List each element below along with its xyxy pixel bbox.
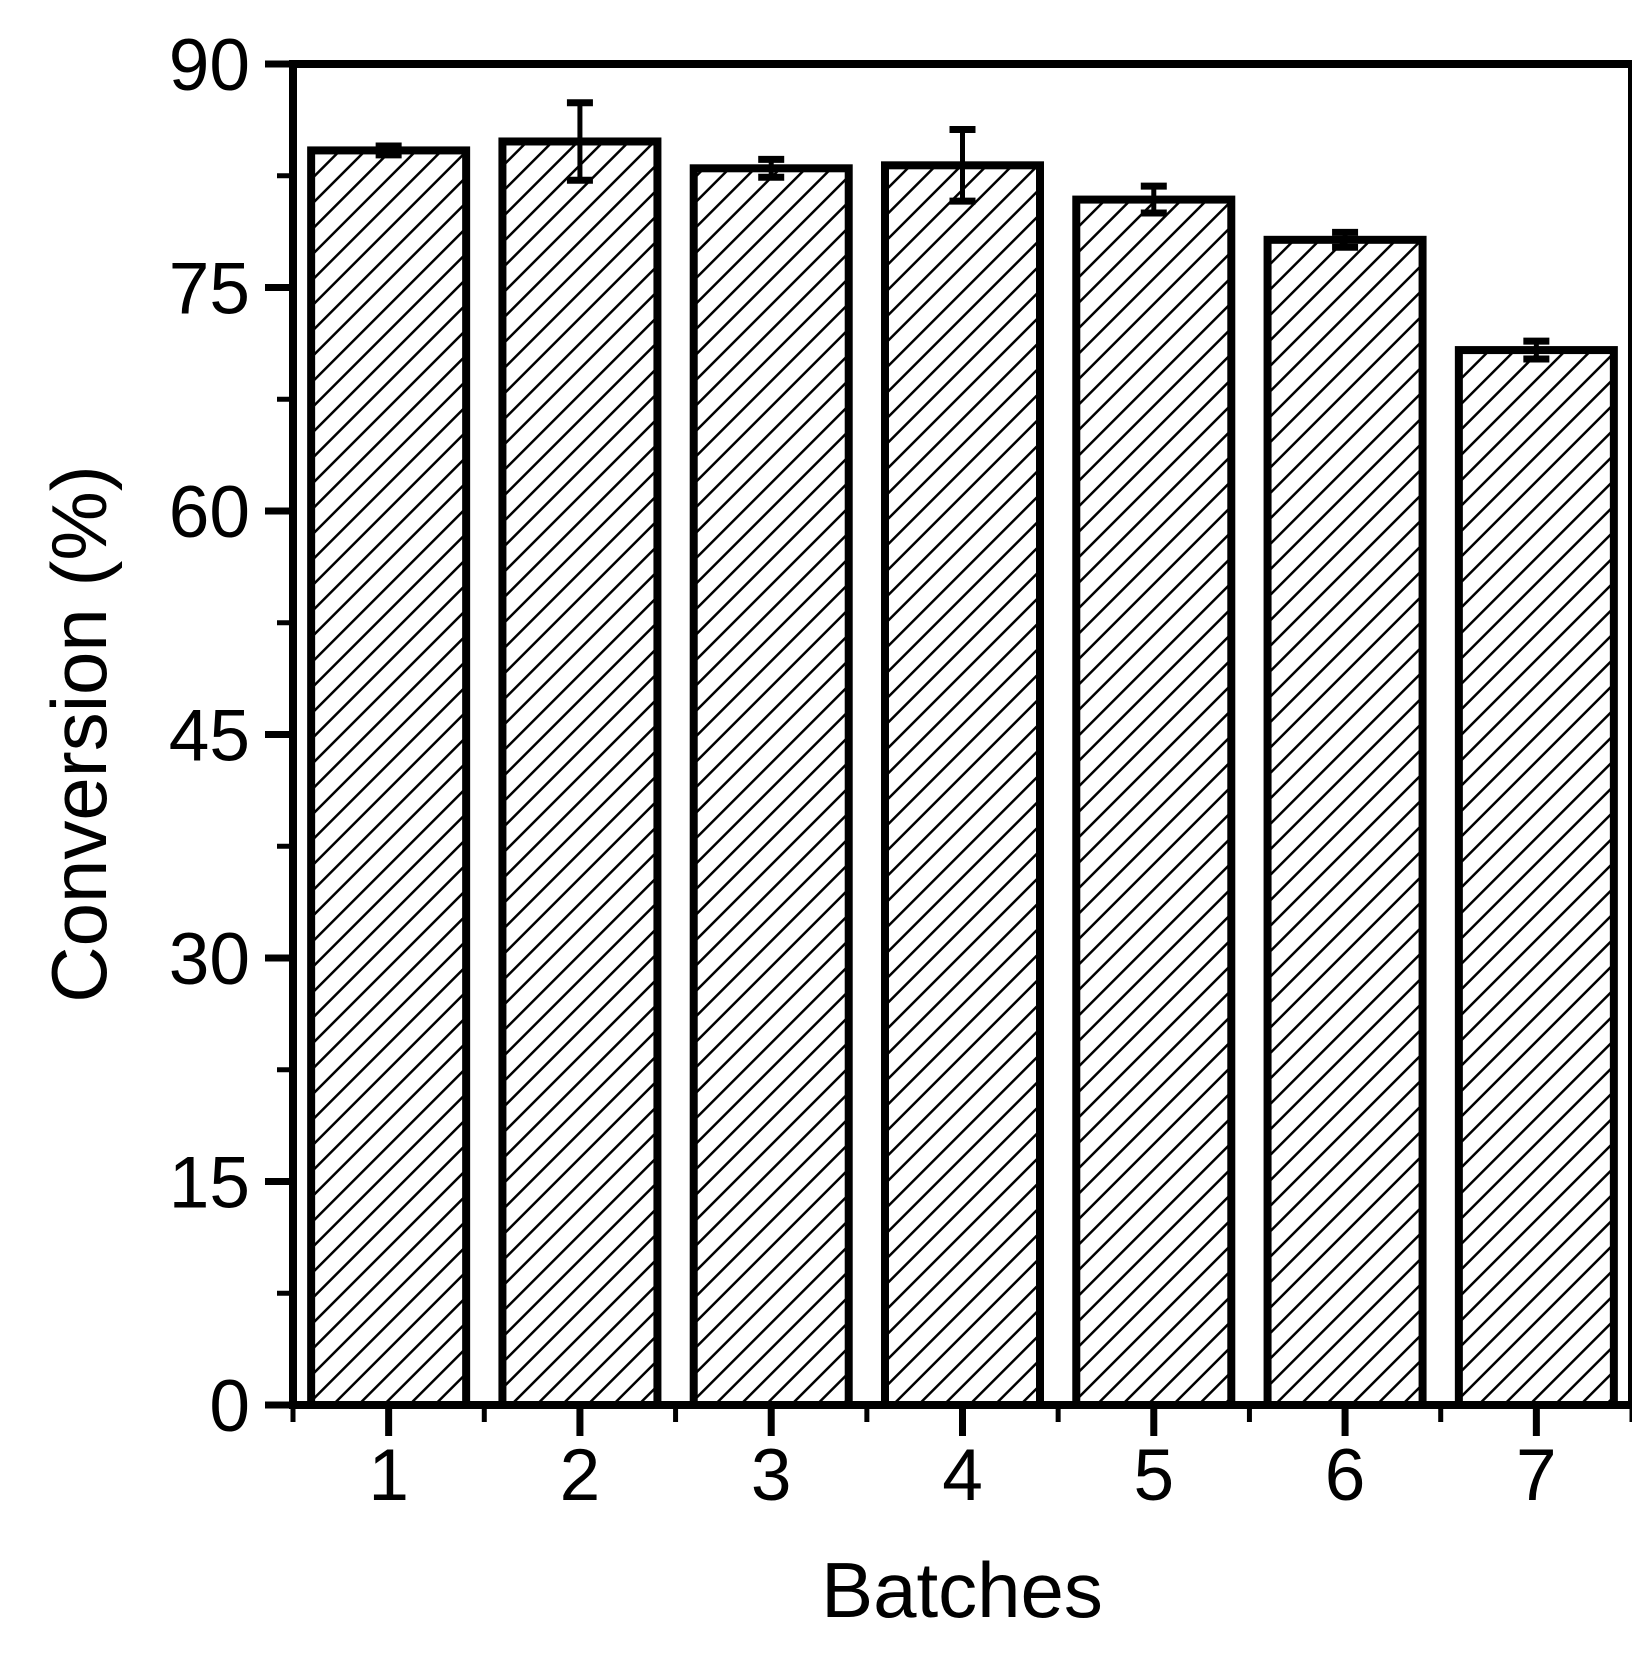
x-tick-label: 2 [560,1435,601,1516]
error-bar-batch-7 [1523,337,1550,363]
bar-batch-5 [1072,195,1236,1410]
x-tick-label: 4 [942,1435,983,1516]
bar-batch-3 [689,164,853,1409]
error-bar-batch-4 [949,126,976,205]
x-tick-label: 1 [368,1435,409,1516]
error-bar-batch-2 [566,99,593,184]
y-tick-label: 45 [169,696,250,777]
y-axis-title: Conversion (%) [40,465,123,1003]
bar-batch-1 [307,146,471,1409]
x-tick-label: 7 [1516,1435,1557,1516]
bar-batch-2 [498,137,662,1410]
bar-batch-6 [1263,235,1427,1410]
x-tick-label: 5 [1133,1435,1174,1516]
x-tick-label: 6 [1325,1435,1366,1516]
bar-batch-7 [1454,346,1618,1410]
bar-batch-4 [881,161,1044,1410]
plot-frame [289,60,1632,1409]
error-bars-layer [375,99,1550,363]
y-tick-label: 90 [169,25,250,106]
error-bar-batch-5 [1140,182,1167,217]
y-tick-label: 75 [169,249,250,330]
x-tick-label: 3 [751,1435,792,1516]
y-tick-label: 0 [209,1366,250,1447]
conversion-bar-chart: 0 15 30 45 60 75 90 1 2 3 4 5 6 7 Batches Conversion … [35,16,1632,1648]
error-bar-batch-6 [1332,228,1359,251]
axis-ticks-layer [265,60,1632,1436]
error-bar-batch-3 [758,155,785,181]
y-tick-label: 30 [169,919,250,1000]
x-axis-title: Batches [821,1546,1103,1634]
y-tick-label: 60 [169,472,250,553]
bars-layer [307,137,1618,1410]
y-tick-label: 15 [169,1143,250,1224]
error-bar-batch-1 [375,142,402,159]
